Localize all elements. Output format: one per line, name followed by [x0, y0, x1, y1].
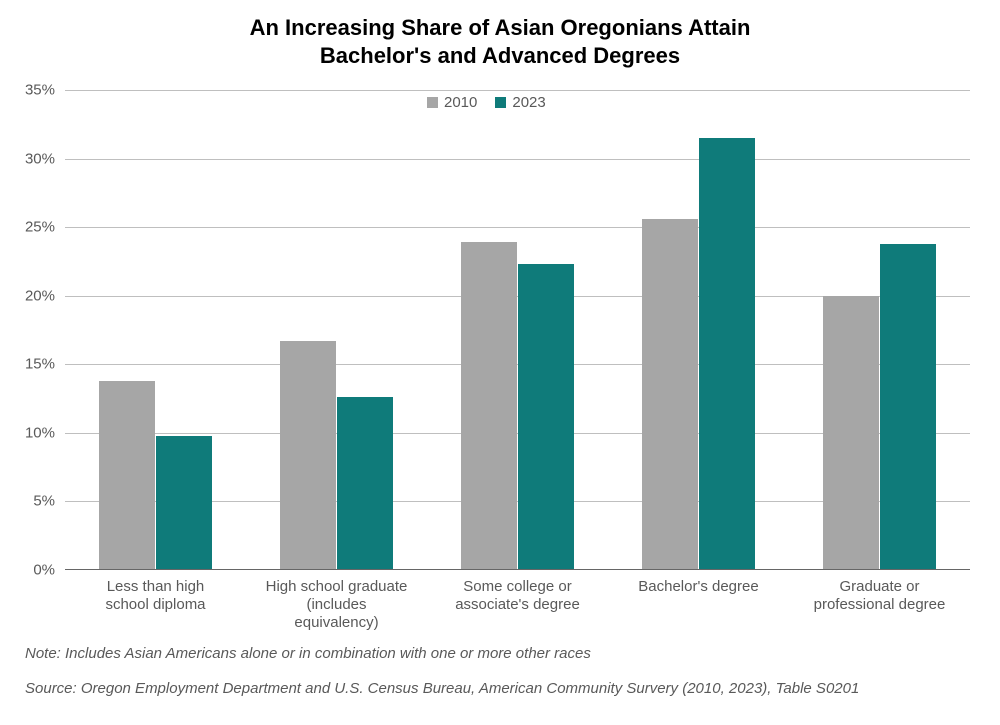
bars-layer — [65, 90, 970, 570]
chart-container: An Increasing Share of Asian Oregonians … — [0, 0, 1000, 725]
bar-2010-cat2 — [461, 242, 517, 570]
bar-2023-cat4 — [880, 244, 936, 570]
x-tick-label: Some college orassociate's degree — [427, 570, 608, 614]
x-tick-label: High school graduate(includesequivalency… — [246, 570, 427, 632]
bar-2010-cat0 — [99, 381, 155, 570]
y-tick-label: 35% — [0, 82, 55, 99]
bar-2023-cat0 — [156, 436, 212, 570]
y-tick-label: 25% — [0, 219, 55, 236]
y-tick-label: 20% — [0, 287, 55, 304]
y-tick-label: 30% — [0, 150, 55, 167]
x-tick-label: Bachelor's degree — [608, 570, 789, 596]
bar-2023-cat3 — [699, 138, 755, 570]
y-tick-label: 10% — [0, 424, 55, 441]
bar-2010-cat1 — [280, 341, 336, 570]
footnote-source: Source: Oregon Employment Department and… — [25, 680, 859, 697]
x-tick-label: Graduate orprofessional degree — [789, 570, 970, 614]
y-tick-label: 15% — [0, 356, 55, 373]
y-tick-label: 0% — [0, 562, 55, 579]
bar-2023-cat2 — [518, 264, 574, 570]
bar-2010-cat4 — [823, 296, 879, 570]
x-tick-label: Less than highschool diploma — [65, 570, 246, 614]
footnote-note: Note: Includes Asian Americans alone or … — [25, 645, 591, 662]
plot-area: Less than highschool diplomaHigh school … — [65, 90, 970, 570]
bar-2010-cat3 — [642, 219, 698, 570]
bar-2023-cat1 — [337, 397, 393, 570]
chart-title-line1: An Increasing Share of Asian Oregonians … — [250, 15, 751, 40]
chart-title-line2: Bachelor's and Advanced Degrees — [320, 43, 680, 68]
chart-title: An Increasing Share of Asian Oregonians … — [0, 0, 1000, 69]
y-tick-label: 5% — [0, 493, 55, 510]
